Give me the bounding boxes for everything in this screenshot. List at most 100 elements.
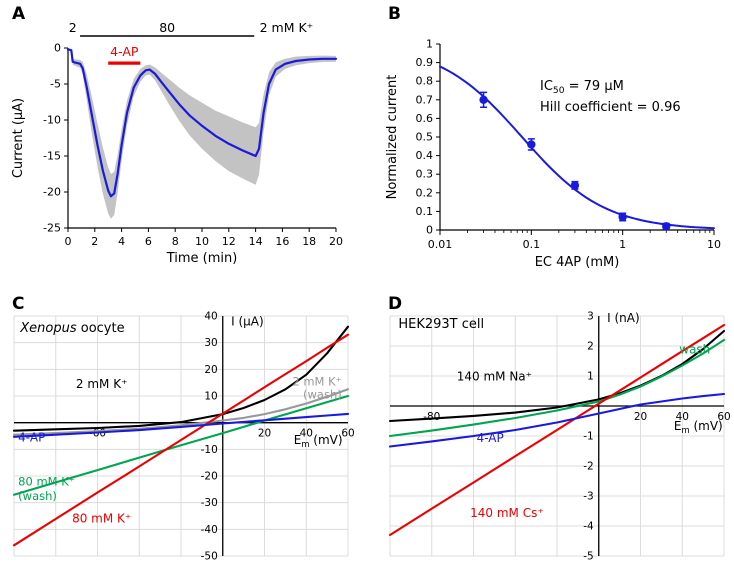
x-tick-label: 20 [258, 428, 271, 440]
data-point [570, 181, 580, 190]
y-tick-label: 20 [204, 364, 217, 376]
curve-label: 140 mM Na⁺ [457, 370, 532, 384]
panel-b-letter: B [388, 4, 401, 24]
solution-left-label: 2 [69, 20, 77, 35]
y-tick-label: -1 [583, 431, 593, 443]
y-tick-label: -4 [583, 521, 594, 533]
panel-d-letter: D [388, 294, 403, 314]
x-tick-label: 0 [65, 235, 72, 248]
y-tick-label: 0.2 [416, 186, 434, 199]
x-tick-label: 40 [300, 428, 313, 440]
curve-label: (wash) [18, 489, 57, 503]
panel-b-dose-response-chart: 0 0.1 0.2 0.3 0.4 0.5 0.6 0.7 0.8 0.9 1 0.01 0.1 1 10 E… [385, 38, 721, 271]
x-tick-label: 0.01 [428, 238, 453, 251]
annotation-line: IC50 = 79 µM [540, 79, 624, 96]
solution-middle-label: 80 [159, 20, 175, 35]
x-axis-title: Time (min) [166, 251, 238, 266]
x-tick-label: 10 [195, 235, 209, 248]
curve-label: HEK293T cell [398, 317, 484, 332]
solution-right-label: 2 mM K⁺ [260, 20, 314, 35]
y-tick-label: 0 [54, 42, 61, 55]
iv-curve-gray [12, 388, 350, 436]
y-tick-label: 0 [426, 224, 433, 237]
y-tick-label: -20 [43, 186, 61, 199]
panel-a: A 0 -5 -10 -15 -20 -25 0 2 4 6 8 10 12 14 16 18 20 Time (… [6, 2, 358, 287]
panel-a-letter: A [12, 4, 26, 24]
y-tick-label: -30 [201, 497, 218, 509]
x-tick-label: 4 [118, 235, 125, 248]
y-tick-label: -15 [43, 150, 61, 163]
curve-label: I (µA) [231, 314, 264, 328]
curve-label: 80 mM K⁺ [72, 512, 131, 526]
y-tick-label: 0.1 [416, 205, 434, 218]
iv-curve-blue [12, 412, 350, 438]
y-tick-label: -20 [201, 471, 218, 483]
sd-band [68, 48, 336, 219]
y-axis-title: Current (µA) [11, 98, 26, 178]
y-tick-label: 1 [426, 38, 433, 51]
y-tick-label: -5 [50, 78, 61, 91]
y-tick-label: 0.7 [416, 93, 434, 106]
y-tick-label: -25 [43, 222, 61, 235]
curve-label: Xenopus oocyte [19, 321, 124, 336]
x-tick-label: 10 [707, 238, 721, 251]
data-point [479, 95, 488, 105]
iv-curve-black [12, 325, 350, 432]
x-tick-label: 6 [145, 235, 152, 248]
x-tick-label: 1 [619, 238, 626, 251]
curve-label: 4-AP [477, 431, 504, 445]
annotation-line: Hill coefficient = 0.96 [540, 100, 681, 115]
x-tick-label: 14 [249, 235, 263, 248]
y-tick-label: 0.8 [416, 75, 434, 88]
y-tick-label: 2 [587, 341, 594, 353]
y-tick-label: 40 [204, 311, 217, 323]
x-axis-title: EC 4AP (mM) [535, 255, 620, 270]
y-axis-title: Normalized current [385, 75, 400, 200]
y-tick-label: 0.9 [416, 56, 434, 69]
data-point [662, 222, 671, 231]
panel-d: D 3 2 1 -1 -2 -3 -4 -5 -80 20 40 60 HEK293T cell 140 … [382, 292, 734, 564]
panel-c-letter: C [12, 294, 25, 314]
y-tick-label: -10 [43, 114, 61, 127]
y-tick-label: -3 [583, 491, 593, 503]
iv-curve-red [12, 333, 350, 547]
panel-d-iv-chart-hek293t: 3 2 1 -1 -2 -3 -4 -5 -80 20 40 60 HEK293T cell 140 mM… [388, 311, 731, 563]
x-tick-label: 60 [717, 411, 730, 423]
y-tick-label: -5 [583, 551, 593, 563]
y-tick-label: 1 [587, 371, 594, 383]
x-tick-label: 60 [341, 428, 354, 440]
y-tick-label: 0.5 [416, 131, 434, 144]
y-tick-label: -2 [583, 461, 593, 473]
data-point [618, 212, 627, 222]
x-tick-label: 20 [634, 411, 647, 423]
iv-curve-red [388, 323, 726, 537]
x-tick-label: 8 [172, 235, 179, 248]
x-tick-label: 40 [676, 411, 689, 423]
x-tick-label: 20 [329, 235, 343, 248]
current-trace [66, 48, 338, 198]
x-tick-label: 16 [275, 235, 289, 248]
drug-label: 4-AP [110, 44, 139, 59]
x-tick-label: 2 [91, 235, 98, 248]
x-tick-label: 0.1 [523, 238, 541, 251]
iv-curve-green [12, 394, 350, 496]
curve-label: 2 mM K⁺ [76, 377, 128, 391]
y-tick-label: -40 [201, 524, 218, 536]
curve-label: (wash) [303, 388, 342, 402]
x-tick-label: 18 [302, 235, 316, 248]
y-tick-label: 3 [587, 311, 594, 323]
y-tick-label: 0.4 [416, 149, 434, 162]
x-tick-label: -80 [423, 411, 440, 423]
curve-label: 4-AP [18, 430, 45, 444]
axes [439, 44, 714, 231]
curve-label: wash [679, 343, 710, 357]
x-tick-label: 12 [222, 235, 236, 248]
curve-label: 80 mM K⁺ [18, 474, 75, 488]
panel-b: B 0 0.1 0.2 0.3 0.4 0.5 0.6 0.7 0.8 0.9 1 0.01 0.1 1 1… [382, 2, 734, 287]
y-tick-label: -50 [201, 551, 218, 563]
y-tick-label: 10 [204, 391, 217, 403]
curve-label: Em (mV) [674, 419, 723, 435]
